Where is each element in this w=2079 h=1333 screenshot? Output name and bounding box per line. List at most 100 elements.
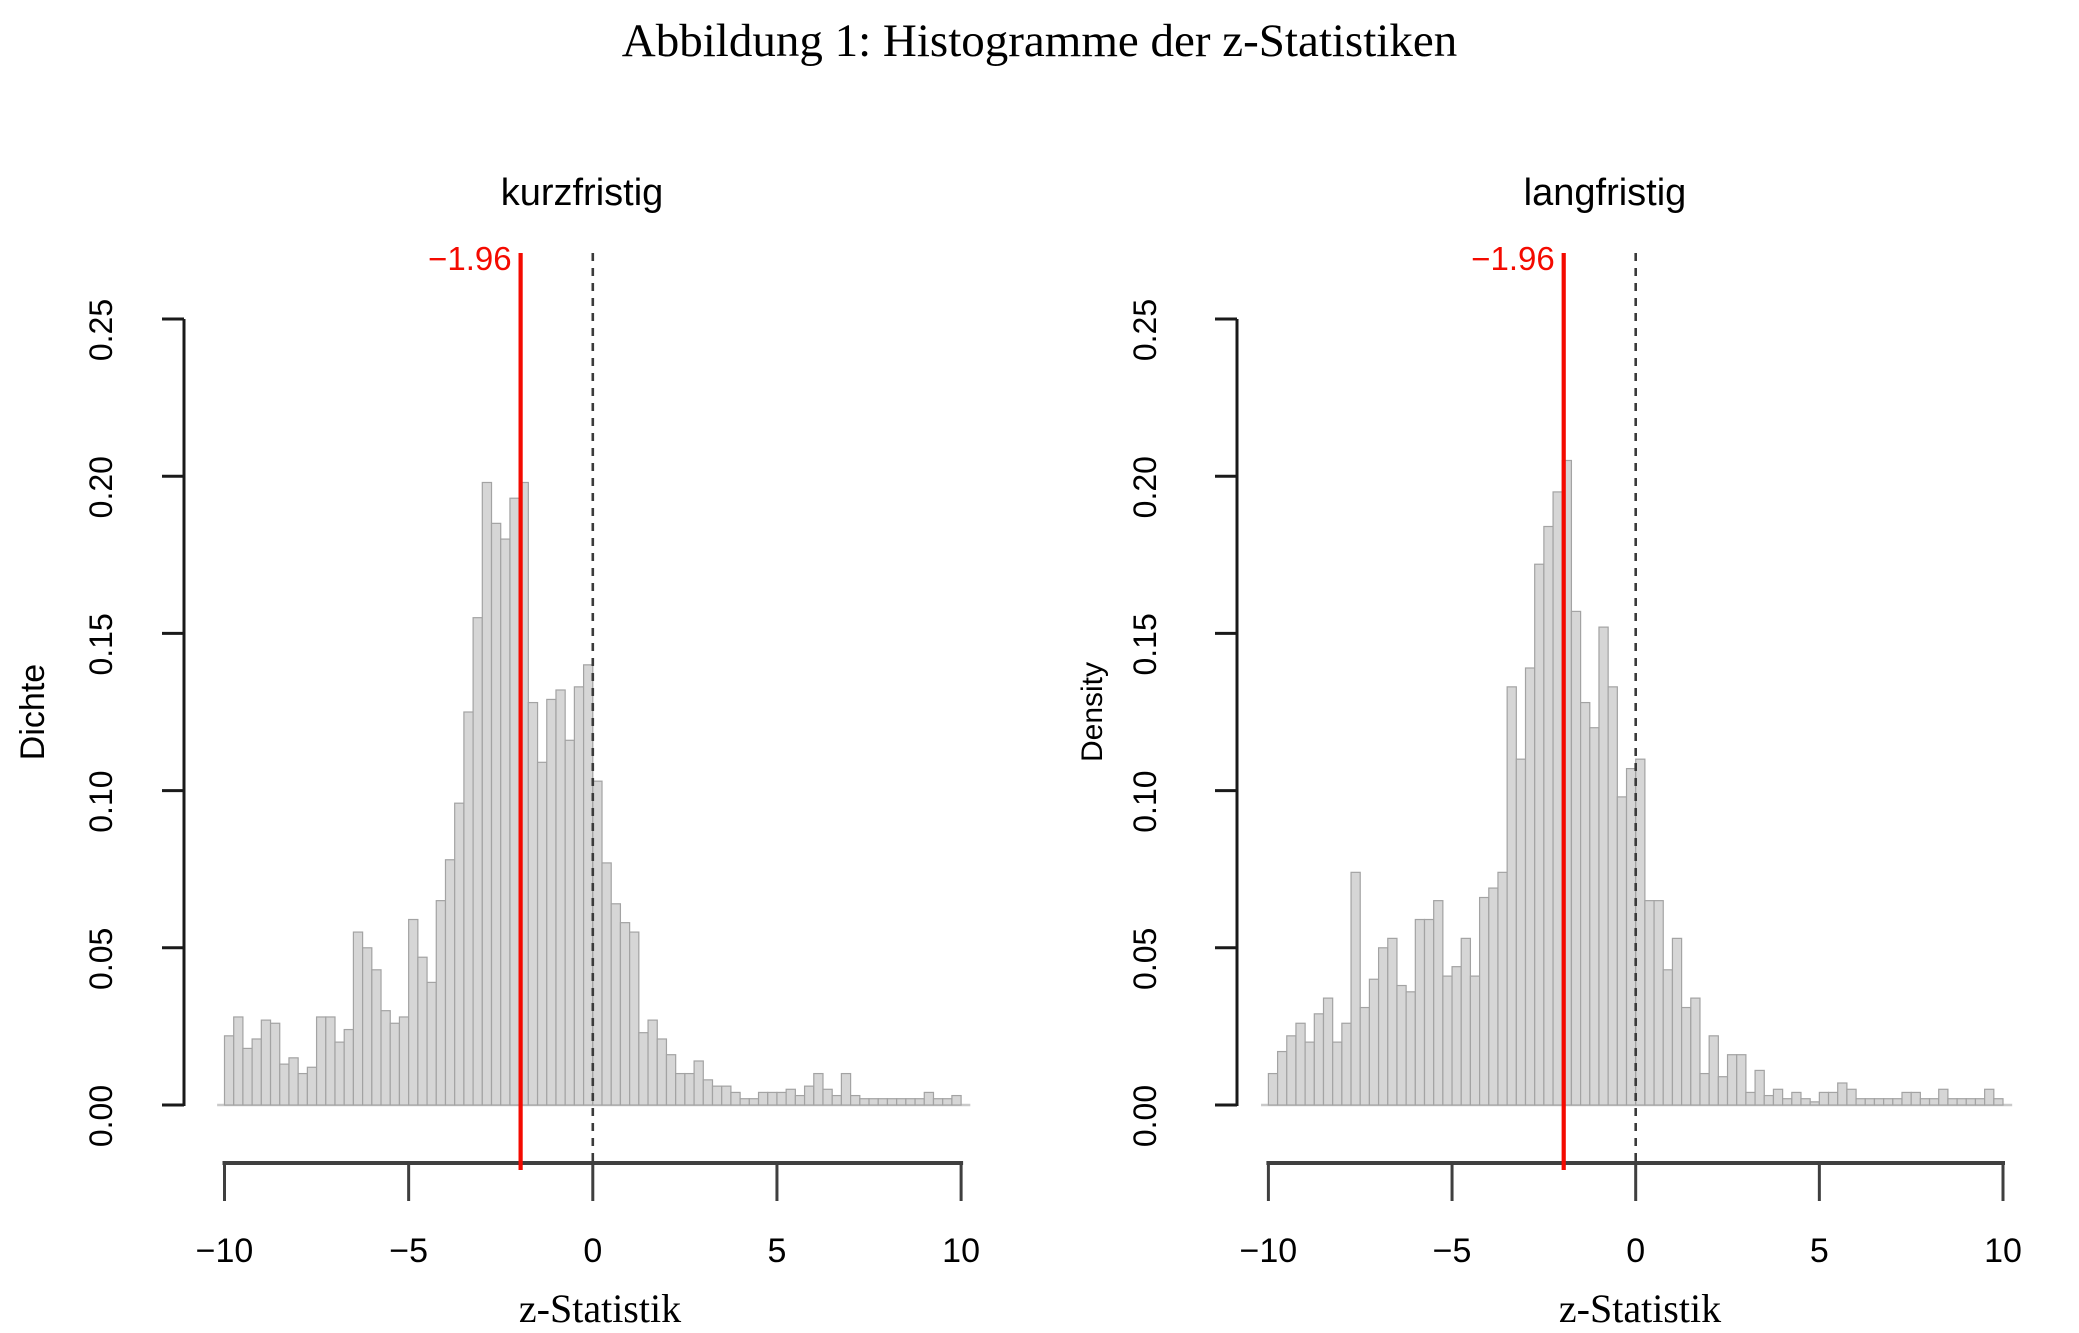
histogram-bar [601, 862, 612, 1106]
histogram-bar [288, 1057, 299, 1106]
histogram-bar [684, 1072, 695, 1106]
x-tick-label: 0 [583, 1232, 602, 1270]
histogram-bar [251, 1038, 262, 1106]
panel-title: kurzfristig [501, 172, 664, 214]
histogram-bar [1864, 1098, 1876, 1106]
histogram-bar [859, 1098, 870, 1106]
histogram-bar [1883, 1098, 1894, 1106]
histogram-bar [315, 1016, 327, 1106]
histogram-bar [1368, 978, 1380, 1106]
histogram-bar [1837, 1082, 1848, 1106]
y-tick-label: 0.05 [1127, 928, 1163, 990]
histogram-bar [454, 802, 465, 1106]
histogram-bar [767, 1091, 778, 1106]
histogram-bar [1460, 937, 1472, 1106]
histogram-bar [1387, 937, 1398, 1106]
red-refline-label: −1.96 [428, 240, 512, 277]
histogram-bar [389, 1022, 401, 1106]
histogram-bar [757, 1091, 769, 1106]
histogram-bar [1332, 1041, 1343, 1106]
histogram-bar [1295, 1022, 1306, 1106]
histogram-bar [362, 947, 373, 1106]
histogram-bar [1405, 991, 1416, 1106]
histogram-bar [1635, 758, 1646, 1106]
histogram-bar [306, 1066, 318, 1106]
figure-title: Abbildung 1: Histogramme der z-Statistik… [621, 15, 1458, 67]
histogram-bar [269, 1022, 281, 1106]
x-tick-label: 10 [942, 1232, 980, 1270]
histogram-bar [1736, 1054, 1747, 1106]
histogram-bar [785, 1088, 796, 1106]
histogram-bar [1607, 686, 1618, 1106]
histogram-bar [1414, 918, 1426, 1106]
histogram-bar [463, 711, 474, 1106]
x-tick-label: −10 [1240, 1232, 1298, 1270]
histogram-bar [1442, 975, 1453, 1106]
histogram-bar [1754, 1069, 1765, 1106]
y-tick-label: 0.10 [1127, 770, 1163, 832]
histogram-bar [1938, 1088, 1949, 1106]
histogram-bar [1791, 1091, 1802, 1106]
histogram-bar [942, 1098, 953, 1106]
histogram-bar [1782, 1098, 1793, 1106]
panel-title: langfristig [1524, 172, 1687, 214]
x-tick-label: 0 [1626, 1232, 1645, 1270]
histogram-bar [886, 1098, 898, 1106]
histogram-bar [629, 931, 640, 1106]
histogram-bar [564, 739, 575, 1106]
y-axis-label: Dichte [14, 664, 52, 760]
histogram-bar [1974, 1098, 1986, 1106]
histogram-bar [1451, 966, 1462, 1106]
histogram-bar [1423, 918, 1435, 1106]
y-tick-label: 0.00 [1127, 1085, 1163, 1147]
histogram-bar [1616, 796, 1628, 1106]
histogram-bar [527, 701, 539, 1106]
x-tick-label: 5 [767, 1232, 786, 1270]
histogram-bar [408, 918, 419, 1106]
histogram-bar [1267, 1072, 1279, 1106]
histogram-bar [1910, 1091, 1921, 1106]
histogram-bar [1506, 686, 1517, 1106]
histogram-bar [665, 1054, 677, 1106]
histogram-bar [1488, 887, 1499, 1106]
histogram-bar [500, 538, 511, 1106]
histogram-bar [647, 1019, 658, 1106]
histogram-bar [619, 922, 631, 1106]
histogram-panel-kurzfristig: 0.00 0.05 0.10 0.15 0.20 0.25 −10 −5 0 5 10 −1.96 ku… [14, 172, 980, 1331]
y-tick-label: 0.10 [83, 770, 119, 832]
y-tick-label: 0.15 [83, 613, 119, 675]
y-axis-label: Density [1076, 662, 1109, 762]
histogram-bar [803, 1085, 815, 1106]
histogram-bar [1763, 1094, 1775, 1106]
histogram-bar [1809, 1101, 1820, 1106]
histogram-bar [1433, 900, 1444, 1106]
histogram-panel-langfristig: 0.00 0.05 0.10 0.15 0.20 0.25 −10 −5 0 5 10 −1.96 la… [1076, 172, 2022, 1331]
histogram-bar [1653, 900, 1664, 1106]
histogram-bar [1341, 1022, 1352, 1106]
x-tick-label: −5 [1433, 1232, 1472, 1270]
histogram-bar [1681, 1006, 1692, 1106]
histogram-bar [610, 903, 622, 1106]
histogram-bar [1745, 1091, 1756, 1106]
histogram-bar [1726, 1054, 1738, 1106]
histogram-bar [1956, 1098, 1967, 1106]
histogram-bar [1304, 1041, 1315, 1106]
histogram-bar [1276, 1050, 1288, 1106]
histogram-bar [260, 1019, 272, 1106]
histogram-bar [233, 1016, 244, 1106]
histogram-bar [932, 1098, 944, 1106]
histogram-bar [1543, 525, 1554, 1106]
histogram-bar [730, 1091, 741, 1106]
histogram-bar [675, 1072, 686, 1106]
histogram-bar [822, 1088, 833, 1106]
histogram-bar [297, 1072, 308, 1106]
histogram-bar [1313, 1013, 1325, 1106]
histogram-bar [1534, 563, 1545, 1106]
red-refline-label: −1.96 [1471, 240, 1555, 277]
histogram-bar [914, 1098, 925, 1106]
histogram-bar [417, 956, 428, 1106]
histogram-bar [242, 1047, 253, 1106]
histogram-bar [555, 689, 566, 1106]
histogram-bar [371, 969, 382, 1106]
